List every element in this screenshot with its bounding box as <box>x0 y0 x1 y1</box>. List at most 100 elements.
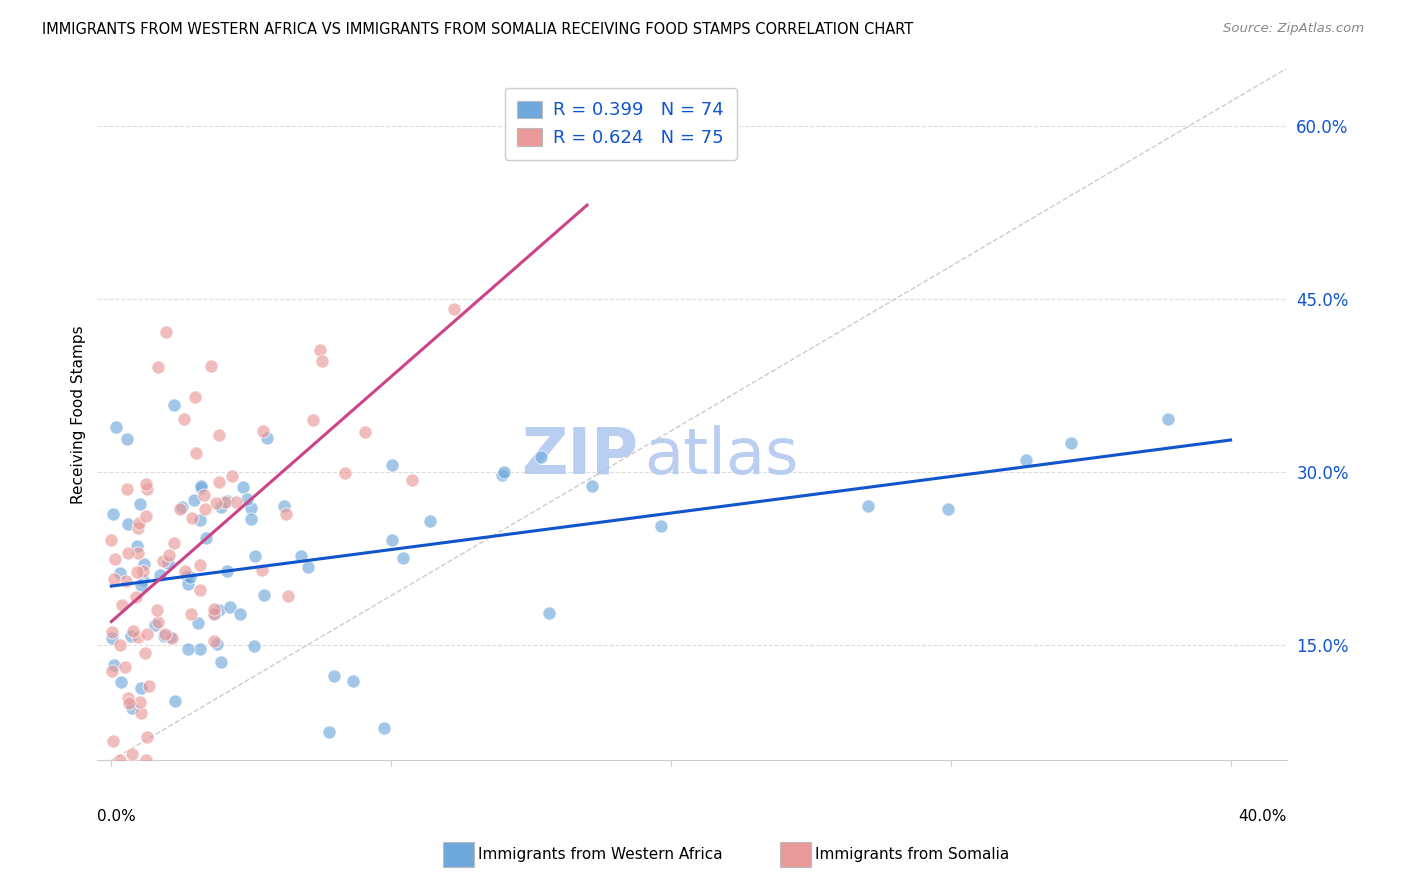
Point <box>308 343 330 357</box>
Point <box>219 599 242 614</box>
Point <box>135 509 157 524</box>
Point <box>530 450 553 464</box>
Text: Source: ZipAtlas.com: Source: ZipAtlas.com <box>1223 22 1364 36</box>
Point <box>110 753 132 767</box>
Point <box>125 591 148 605</box>
Point <box>195 531 218 545</box>
Point <box>180 510 202 524</box>
Point <box>373 721 395 735</box>
Point <box>1060 436 1083 450</box>
Point <box>290 549 312 563</box>
Point <box>252 424 274 438</box>
Point <box>127 630 149 644</box>
Point <box>121 747 143 761</box>
Point <box>208 475 231 489</box>
Point <box>235 491 257 506</box>
Point <box>205 496 228 510</box>
Text: 0.0%: 0.0% <box>97 809 136 824</box>
Point <box>163 398 186 412</box>
Point <box>134 646 156 660</box>
Point <box>134 557 156 571</box>
Point <box>202 606 225 620</box>
Point <box>650 518 672 533</box>
Point <box>188 641 211 656</box>
Text: IMMIGRANTS FROM WESTERN AFRICA VS IMMIGRANTS FROM SOMALIA RECEIVING FOOD STAMPS : IMMIGRANTS FROM WESTERN AFRICA VS IMMIGR… <box>42 22 914 37</box>
Point <box>129 681 152 695</box>
Point <box>232 479 254 493</box>
Point <box>936 501 959 516</box>
Point <box>115 433 138 447</box>
Point <box>103 658 125 673</box>
Point <box>157 556 180 570</box>
Point <box>108 566 131 580</box>
Point <box>135 753 157 767</box>
Point <box>173 412 195 426</box>
Point <box>187 615 209 630</box>
Point <box>188 558 211 572</box>
Legend: R = 0.399   N = 74, R = 0.624   N = 75: R = 0.399 N = 74, R = 0.624 N = 75 <box>505 88 737 160</box>
Point <box>176 569 198 583</box>
Point <box>155 325 177 339</box>
Point <box>392 551 415 566</box>
Point <box>117 690 139 705</box>
Text: Immigrants from Western Africa: Immigrants from Western Africa <box>478 847 723 862</box>
Point <box>110 638 132 652</box>
Point <box>148 615 170 630</box>
Text: atlas: atlas <box>644 425 799 487</box>
Point <box>145 603 167 617</box>
Point <box>184 446 207 460</box>
Point <box>135 483 157 497</box>
Point <box>253 588 276 602</box>
Point <box>121 700 143 714</box>
Point <box>318 725 340 739</box>
Point <box>401 473 423 487</box>
Point <box>239 512 262 526</box>
Point <box>215 564 238 578</box>
Point <box>132 573 155 587</box>
Point <box>132 565 155 579</box>
Point <box>129 578 152 592</box>
Point <box>114 659 136 673</box>
Point <box>177 641 200 656</box>
Text: 40.0%: 40.0% <box>1239 809 1286 824</box>
Point <box>256 431 278 445</box>
Point <box>100 533 122 548</box>
Point <box>243 549 266 563</box>
Point <box>104 420 127 434</box>
Point <box>153 626 176 640</box>
Point <box>118 696 141 710</box>
Point <box>335 466 357 480</box>
Point <box>101 734 124 748</box>
Point <box>157 548 180 562</box>
Point <box>143 617 166 632</box>
Point <box>104 552 127 566</box>
Point <box>180 607 202 622</box>
Point <box>274 507 297 521</box>
Point <box>1015 453 1038 467</box>
Point <box>581 479 603 493</box>
Point <box>169 502 191 516</box>
Point <box>537 606 560 620</box>
Point <box>183 493 205 508</box>
Point <box>190 479 212 493</box>
Point <box>209 500 232 514</box>
Point <box>184 391 207 405</box>
Point <box>202 602 225 616</box>
Point <box>190 481 212 495</box>
Point <box>159 630 181 644</box>
Point <box>101 624 124 639</box>
Point <box>243 639 266 653</box>
Point <box>443 301 465 316</box>
Point <box>208 428 231 442</box>
Point <box>302 413 325 427</box>
Point <box>492 465 515 479</box>
Point <box>127 521 149 535</box>
Point <box>353 425 375 439</box>
Point <box>127 546 149 560</box>
Point <box>121 624 143 639</box>
Point <box>163 536 186 550</box>
Point <box>120 629 142 643</box>
Point <box>381 458 404 472</box>
Point <box>176 577 198 591</box>
Point <box>117 482 139 496</box>
